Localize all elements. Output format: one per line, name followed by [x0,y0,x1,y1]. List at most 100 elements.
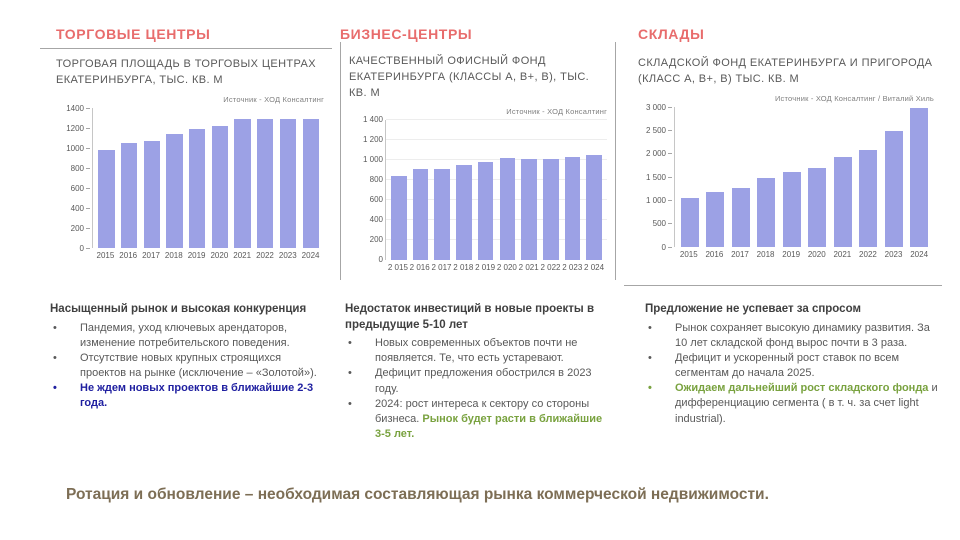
x-tick-label: 2 016 [409,262,430,272]
bullet-text: Новых современных объектов почти не появ… [375,336,608,366]
plot-column: 2 015 2 016 2 017 2 018 2 019 2 020 2 021 2 022… [385,118,607,272]
x-axis-labels: 2015 2016 2017 2018 2019 2020 2021 2022 2023 2024 [674,250,934,259]
bar [279,119,297,248]
bar [143,140,160,248]
bar-slot [277,108,300,248]
x-tick-label: 2 022 [540,262,561,272]
tick-mark [668,106,672,108]
x-tick-label: 2 015 [387,262,408,272]
bullet-marker: • [53,321,57,334]
x-tick-label: 2 019 [475,262,496,272]
notes-heading: Предложение не успевает за спросом [645,303,861,315]
tick-mark [668,199,672,201]
y-tick-label: 500 [653,219,672,228]
y-tick-label: 1200 [66,124,90,133]
bar [456,164,472,260]
bullet-text-segment: 2024: рост интереса к сектору со стороны… [375,397,590,425]
tick-mark [86,127,90,129]
bullet-text-segment: Новых современных объектов почти не появ… [375,337,578,365]
y-tick-label: 1 400 [362,115,383,125]
tick-mark [668,223,672,225]
section-title: СКЛАДЫ [638,26,705,42]
bar [808,167,827,247]
bar-slot [907,107,933,247]
x-tick-label: 2 021 [518,262,539,272]
bar-slot [754,107,780,247]
bullet-text: Не ждем новых проектов в ближайшие 2-3 г… [80,381,326,411]
section-warehouses: СКЛАДЫ СКЛАДСКОЙ ФОНД ЕКАТЕРИНБУРГА И ПР… [624,20,942,286]
note-bullet: • Пандемия, уход ключевых арендаторов, из… [50,321,326,351]
notes-warehouses: Предложение не успевает за спросом • Рыно… [624,302,942,442]
bar-slot [497,120,519,260]
bar [257,119,274,248]
bullet-text: Ожидаем дальнейший рост складского фонда… [675,381,940,427]
bar-chart-warehouses: 0 500 1 000 1 500 2 000 2 500 3 000 2015 2016 20… [638,103,934,259]
y-tick-label: 1000 [66,144,90,153]
bar [706,191,725,247]
chart-columns: ТОРГОВЫЕ ЦЕНТРЫ ТОРГОВАЯ ПЛОЩАДЬ В ТОРГО… [40,20,942,286]
chart-title: СКЛАДСКОЙ ФОНД ЕКАТЕРИНБУРГА И ПРИГОРОДА… [638,57,933,85]
x-tick-label: 2022 [859,250,877,259]
bar-slot [805,107,831,247]
y-tick-label: 1 200 [362,135,383,145]
y-tick-label: 400 [71,204,90,213]
chart-source: Источник - ХОД Консалтинг [223,95,324,104]
section-shopping-centers: ТОРГОВЫЕ ЦЕНТРЫ ТОРГОВАЯ ПЛОЩАДЬ В ТОРГО… [40,20,332,286]
tick-mark [86,107,90,109]
bar-slot [209,108,232,248]
bullet-text-segment: Рынок будет расти в ближайшие 3-5 лет. [375,412,603,441]
bar [166,134,183,248]
x-tick-label: 2017 [142,251,160,260]
tick-mark [86,247,90,249]
key-statement: Ротация и обновление – необходимая соста… [66,486,769,503]
chart-title: КАЧЕСТВЕННЫЙ ОФИСНЫЙ ФОНД ЕКАТЕРИНБУРГА … [349,55,590,99]
bar [120,143,138,248]
x-tick-label: 2 023 [562,262,583,272]
bar-slot [186,108,209,248]
bar-slot [677,107,703,247]
y-tick-label: 1 500 [646,173,672,182]
tick-mark [668,176,672,178]
notes-row: Насыщенный рынок и высокая конкуренция •… [40,302,942,442]
note-bullet: • Дефицит и ускоренный рост ставок по все… [645,351,940,381]
bar-slot [518,120,540,260]
gridline [386,198,607,200]
bullet-text: Пандемия, уход ключевых арендаторов, изм… [80,321,326,351]
section-title: ТОРГОВЫЕ ЦЕНТРЫ [56,26,211,42]
y-tick-label: 0 [80,244,90,253]
bar [757,178,776,247]
bar [586,154,602,260]
x-tick-label: 2024 [301,251,320,260]
bar-slot [254,108,277,248]
bullet-text-segment: Отсутствие новых крупных строящихся прое… [80,351,317,380]
bullet-text: Дефицит и ускоренный рост ставок по всем… [675,351,940,381]
x-axis-labels: 2015 2016 2017 2018 2019 2020 2021 2022 2023 2024 [92,251,324,260]
y-tick-label: 800 [71,164,90,173]
tick-mark [86,187,90,189]
x-tick-label: 2017 [731,250,749,259]
bar [234,119,251,248]
tick-mark [86,147,90,149]
bar-slot [95,108,118,248]
tick-mark [86,167,90,169]
x-tick-label: 2023 [884,250,903,259]
section-title: БИЗНЕС-ЦЕНТРЫ [340,26,473,42]
y-tick-label: 0 [662,243,672,252]
note-bullet: • Не ждем новых проектов в ближайшие 2-3 … [50,381,326,411]
tick-mark [668,129,672,131]
bar-slot [163,108,186,248]
bullet-marker: • [648,351,652,364]
bar [910,107,929,247]
bar [98,149,115,248]
bullet-text-segment: Пандемия, уход ключевых арендаторов, изм… [80,321,290,349]
bullet-text: Рынок сохраняет высокую динамику развити… [675,321,940,351]
x-tick-label: 2024 [910,250,929,259]
bullet-marker: • [53,382,57,395]
tick-mark [86,207,90,209]
chart-source: Источник - ХОД Консалтинг [506,106,607,116]
bullet-text-segment: Ожидаем дальнейший рост складского фонда [675,382,929,395]
bullet-text-segment: Дефицит и ускоренный рост ставок по всем… [675,351,900,380]
section-business-centers: БИЗНЕС-ЦЕНТРЫ КАЧЕСТВЕННЫЙ ОФИСНЫЙ ФОНД … [340,20,616,286]
bullet-text-segment: Рынок сохраняет высокую динамику развити… [675,321,930,349]
